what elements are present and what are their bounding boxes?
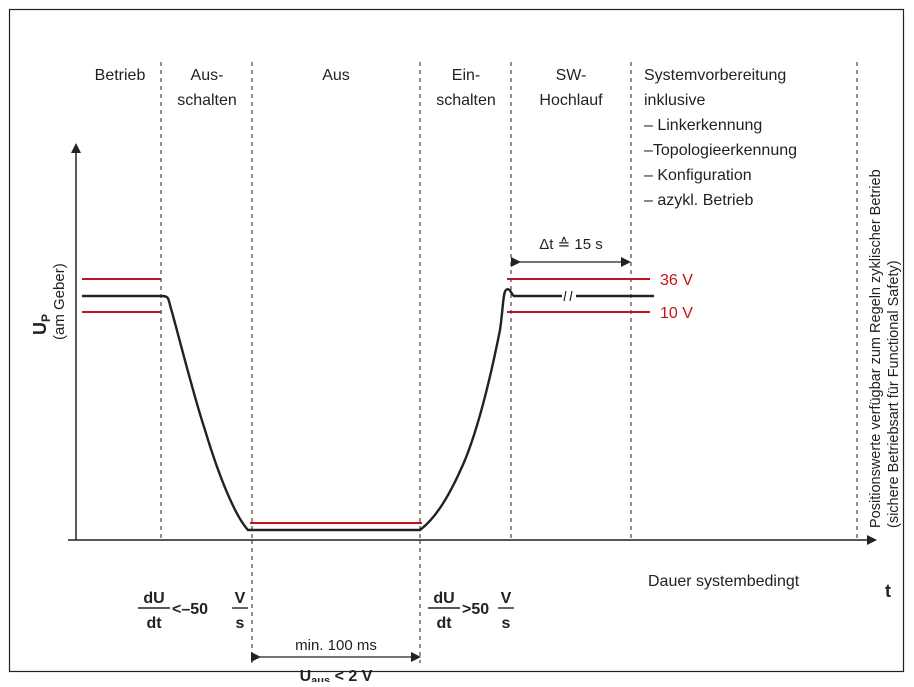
voltage-limits <box>82 278 650 524</box>
sys-line1: Systemvorbereitung <box>644 67 786 84</box>
y-axis-subscript: P <box>39 314 53 322</box>
phase-sw-line1: SW- <box>556 67 587 84</box>
slope-rising: dU dt >50 V s <box>428 590 514 632</box>
frame-border <box>8 8 905 673</box>
off-time-u-sub: aus <box>311 675 330 682</box>
label-10v: 10 V <box>660 305 693 322</box>
phase-einschalten-line1: Ein- <box>452 67 480 84</box>
slope-falling-numerator: dU <box>143 590 164 607</box>
phase-sw-line2: Hochlauf <box>539 92 603 109</box>
phase-position-line2: (sichere Betriebsart für Functional Safe… <box>886 260 902 528</box>
phase-position-line1: Positionswerte verfügbar zum Regeln zykl… <box>868 169 884 528</box>
duration-note: Dauer systembedingt <box>648 573 800 590</box>
slope-rising-denominator: dt <box>436 615 452 632</box>
x-axis-label: t <box>885 581 891 601</box>
slope-falling-operator: <–50 <box>172 601 208 618</box>
slope-falling-unit-num: V <box>235 590 246 607</box>
phase-betrieb: Betrieb <box>95 67 146 84</box>
slope-rising-unit-num: V <box>501 590 512 607</box>
phase-ausschalten-line1: Aus- <box>191 67 224 84</box>
phase-aus: Aus <box>322 67 350 84</box>
sys-line4: –Topologieerkennung <box>644 142 797 159</box>
phase-einschalten-line2: schalten <box>436 92 496 109</box>
y-axis-symbol: U <box>30 322 50 335</box>
sys-line3: – Linkerkennung <box>644 117 762 134</box>
y-axis-label: UP <box>30 314 53 335</box>
slope-falling: dU dt <–50 V s <box>138 590 248 632</box>
slope-falling-denominator: dt <box>146 615 162 632</box>
slope-falling-unit-den: s <box>236 615 245 632</box>
sys-line5: – Konfiguration <box>644 167 752 184</box>
off-time-min: min. 100 ms <box>295 637 377 654</box>
y-axis-note: (am Geber) <box>51 263 68 340</box>
sys-line6: – azykl. Betrieb <box>644 192 753 209</box>
slope-rising-operator: >50 <box>462 601 489 618</box>
delta-t-label: Δt ≙ 15 s <box>539 236 602 253</box>
slope-rising-numerator: dU <box>433 590 454 607</box>
phase-ausschalten-line2: schalten <box>177 92 237 109</box>
sys-line2: inklusive <box>644 92 705 109</box>
off-time-condition: Uaus < 2 V <box>300 668 373 682</box>
off-time-u-cond: < 2 V <box>330 668 373 682</box>
voltage-curve <box>82 288 562 532</box>
slope-rising-unit-den: s <box>502 615 511 632</box>
off-time-u: U <box>300 668 312 682</box>
time-break-mark <box>563 290 573 302</box>
phase-systemvorbereitung: Systemvorbereitung inklusive – Linkerken… <box>644 67 797 209</box>
label-36v: 36 V <box>660 272 693 289</box>
